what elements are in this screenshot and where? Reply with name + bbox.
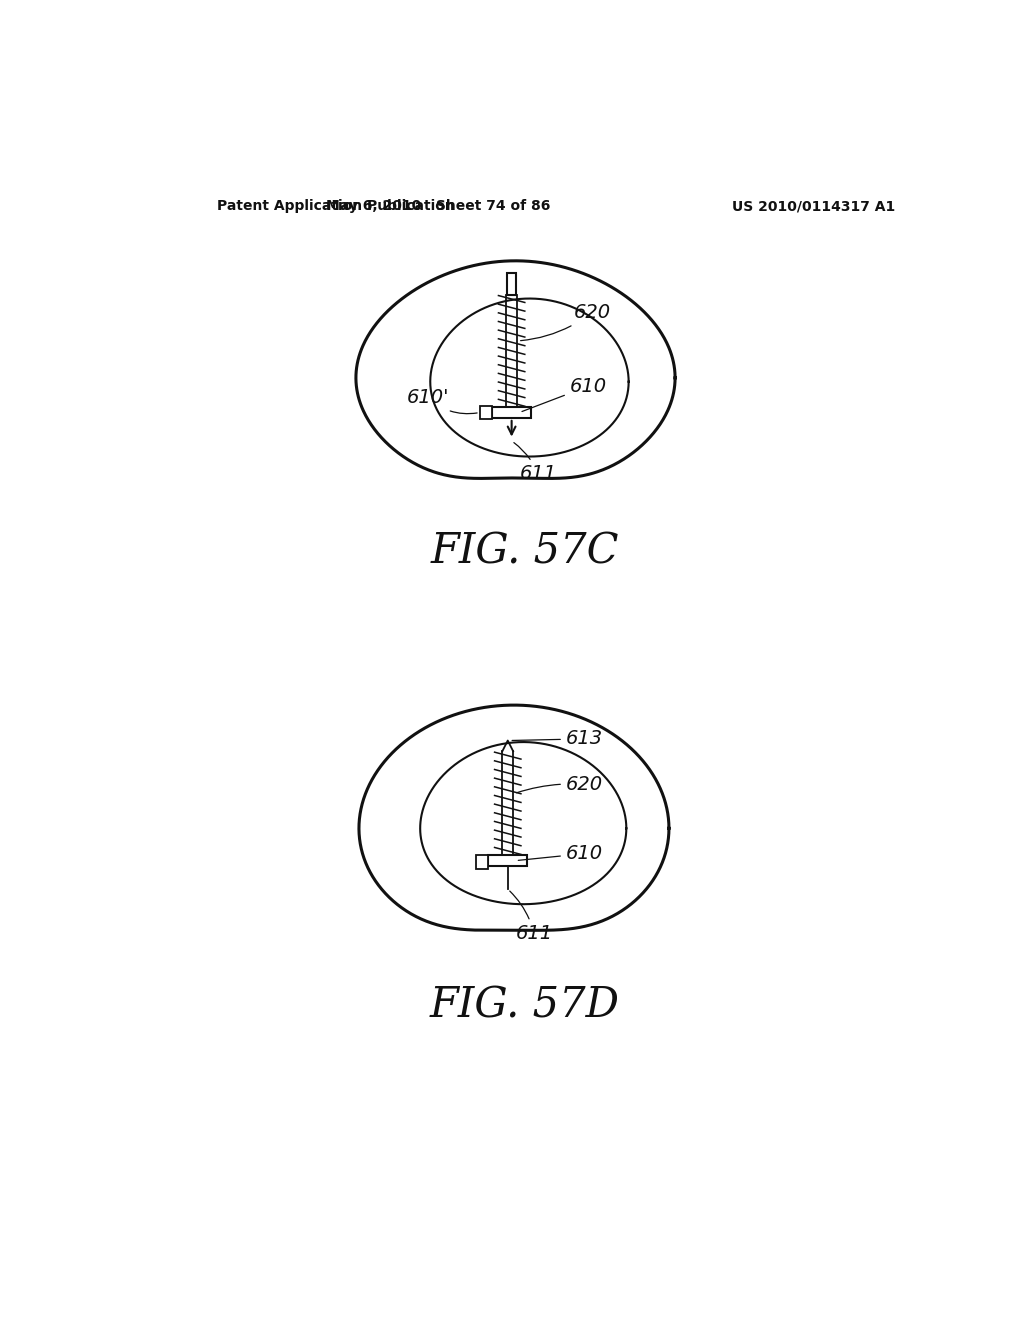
Text: 611: 611 (514, 442, 556, 483)
Text: 611: 611 (510, 891, 553, 944)
Text: US 2010/0114317 A1: US 2010/0114317 A1 (732, 199, 896, 213)
Text: 610: 610 (522, 376, 607, 412)
Text: 620: 620 (520, 302, 610, 341)
Bar (493, 407, 531, 418)
Text: 613: 613 (512, 730, 603, 748)
Text: Patent Application Publication: Patent Application Publication (217, 199, 455, 213)
Bar (480, 407, 493, 418)
Text: FIG. 57C: FIG. 57C (430, 531, 620, 572)
Bar (507, 273, 516, 294)
Text: 610: 610 (518, 843, 603, 863)
Text: 610': 610' (407, 388, 477, 413)
Text: May 6, 2010   Sheet 74 of 86: May 6, 2010 Sheet 74 of 86 (326, 199, 550, 213)
Bar (488, 855, 527, 866)
Bar (476, 855, 488, 869)
Text: 620: 620 (516, 775, 603, 793)
Text: FIG. 57D: FIG. 57D (430, 985, 620, 1027)
